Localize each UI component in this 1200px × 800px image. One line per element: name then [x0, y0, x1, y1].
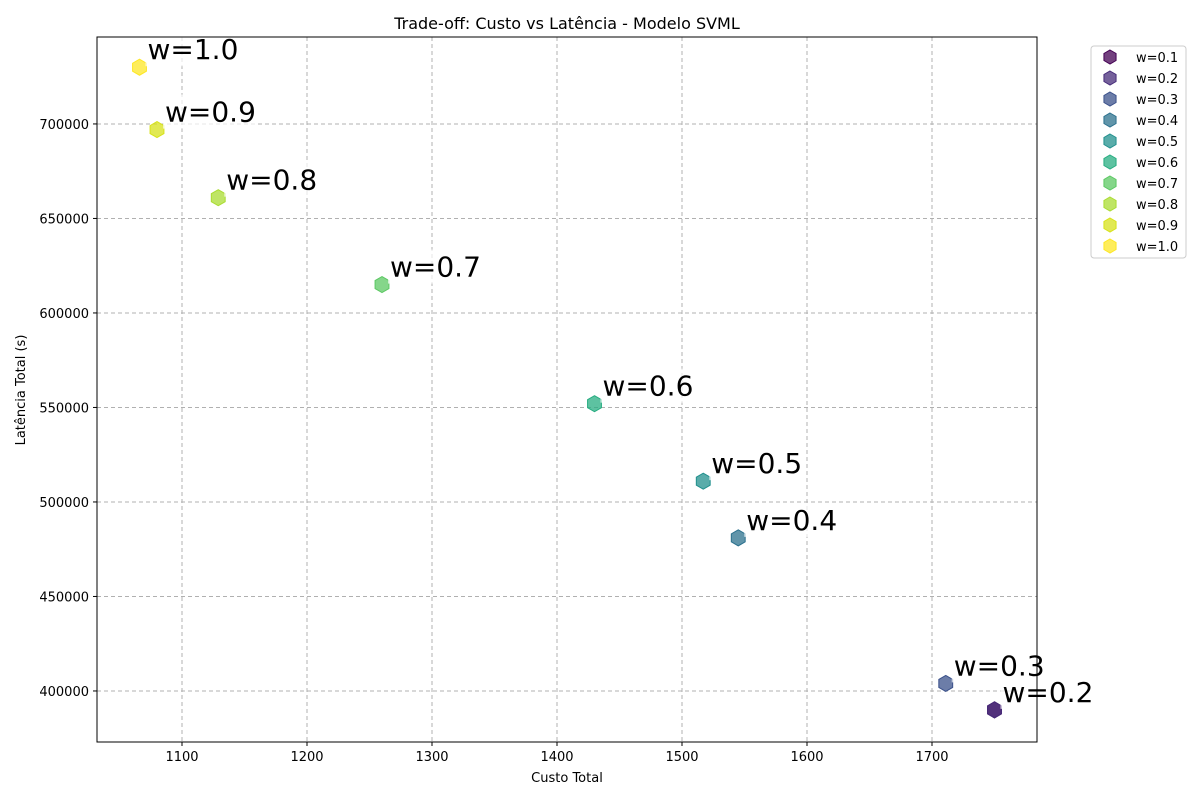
x-tick-label: 1300: [415, 750, 448, 765]
plot-frame: [96, 36, 1038, 743]
point-annotation: w=0.5: [711, 447, 802, 480]
legend-marker: [1103, 154, 1117, 170]
x-tick-label: 1500: [665, 750, 698, 765]
legend-marker: [1103, 91, 1117, 107]
scatter-point: [587, 395, 602, 413]
scatter-point: [132, 58, 147, 76]
legend-marker: [1103, 70, 1117, 86]
annotation-box: [163, 94, 257, 129]
x-tick-label: 1400: [540, 750, 573, 765]
x-tick-label: 1700: [915, 750, 948, 765]
annotation-box: [951, 648, 1046, 683]
legend-marker: [1103, 112, 1117, 128]
legend-marker: [1103, 133, 1117, 149]
point-annotation: w=0.7: [390, 251, 481, 284]
legend-label: w=0.9: [1136, 219, 1178, 234]
y-tick-label: 600000: [39, 307, 89, 322]
y-axis-ticks: 400000 450000 500000 550000 600000 650000 7000…: [39, 118, 97, 700]
x-tick-label: 1600: [790, 750, 823, 765]
y-tick-label: 650000: [39, 212, 89, 227]
legend: w=0.1 w=0.2 w=0.3 w=0.4 w=0.5 w=0.6 w=0.7 w=0.8…: [1090, 45, 1187, 259]
x-axis-ticks: 1100 1200 1300 1400 1500 1600 1700: [165, 742, 949, 765]
point-annotations: w=0.2w=0.3w=0.4w=0.5w=0.6w=0.7w=0.8w=0.9…: [145, 32, 1095, 709]
x-tick-label: 1100: [165, 750, 198, 765]
y-tick-label: 500000: [39, 496, 89, 511]
annotation-box: [744, 502, 839, 537]
y-tick-label: 400000: [39, 685, 89, 700]
annotation-box: [224, 162, 319, 197]
x-tick-label: 1200: [290, 750, 323, 765]
legend-marker: [1103, 49, 1117, 65]
annotation-box: [145, 32, 240, 67]
annotation-box: [709, 446, 804, 481]
legend-label: w=0.8: [1136, 198, 1178, 213]
scatter-point: [149, 121, 165, 139]
grid-lines: [97, 37, 1037, 742]
legend-marker: [1103, 217, 1117, 233]
legend-label: w=0.6: [1136, 156, 1178, 171]
legend-label: w=0.1: [1136, 51, 1178, 66]
legend-marker: [1103, 196, 1117, 212]
x-axis-label: Custo Total: [531, 771, 603, 786]
legend-marker: [1103, 238, 1117, 254]
legend-label: w=0.5: [1136, 135, 1178, 150]
chart-title: Trade-off: Custo vs Latência - Modelo SV…: [393, 14, 740, 33]
y-tick-label: 550000: [39, 401, 89, 416]
y-tick-label: 450000: [39, 590, 89, 605]
annotation-box: [388, 249, 482, 284]
point-annotation: w=0.3: [954, 649, 1045, 682]
annotation-box: [600, 368, 695, 403]
legend-marker: [1103, 175, 1117, 191]
scatter-point: [938, 674, 954, 692]
point-annotation: w=1.0: [148, 33, 239, 66]
legend-label: w=0.4: [1136, 114, 1178, 129]
legend-label: w=0.2: [1136, 72, 1178, 87]
point-annotation: w=0.8: [226, 164, 317, 197]
point-annotation: w=0.4: [746, 504, 837, 537]
legend-label: w=0.3: [1136, 93, 1178, 108]
point-annotation: w=0.9: [165, 96, 256, 129]
point-annotation: w=0.6: [603, 370, 694, 403]
y-tick-label: 700000: [39, 118, 89, 133]
legend-label: w=0.7: [1136, 177, 1178, 192]
scatter-point: [730, 529, 746, 547]
scatter-point: [210, 189, 226, 207]
scatter-point: [374, 276, 390, 294]
scatter-point: [987, 701, 1002, 719]
y-axis-label: Latência Total (s): [14, 335, 29, 446]
data-points: [132, 58, 1002, 719]
legend-label: w=1.0: [1136, 240, 1178, 255]
scatter-point: [695, 472, 711, 490]
